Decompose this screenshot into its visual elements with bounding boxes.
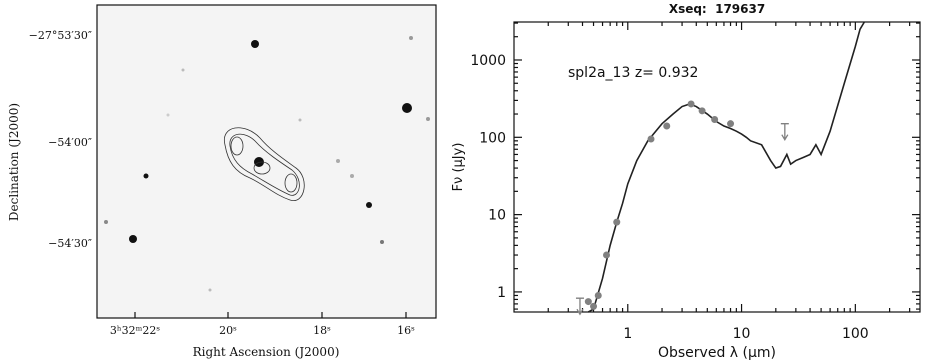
x-tick-label: 20ˢ	[219, 324, 237, 337]
upper-limit	[575, 297, 584, 316]
y-tick-label: 1	[497, 285, 506, 301]
sky-image	[96, 4, 437, 319]
x-tick-label: 16ˢ	[397, 324, 415, 337]
plot-frame	[513, 21, 921, 313]
x-axis-label: Observed λ (μm)	[658, 345, 776, 361]
y-tick-label: 100	[479, 130, 506, 146]
photometry-point	[698, 107, 706, 115]
photometry-point	[594, 291, 602, 299]
stars	[104, 36, 430, 292]
chart-title: Xseq: 179637	[669, 2, 765, 16]
photometry-point	[602, 251, 610, 259]
x-tick-label: 10	[733, 326, 751, 342]
model-line	[587, 21, 866, 313]
y-axis-label: Fν (μJy)	[451, 143, 466, 192]
x-tick-label: 1	[623, 326, 632, 342]
y-tick-label: −27°53′30″	[29, 29, 92, 42]
y-tick-label: 10	[488, 208, 506, 224]
photometry-point	[687, 100, 695, 108]
photometry-point	[647, 135, 655, 143]
y-tick-label: 1000	[470, 53, 506, 69]
photometry-point	[584, 298, 592, 306]
upper-limit	[780, 123, 789, 141]
y-tick-label: −54′30″	[48, 237, 92, 250]
x-tick-label: 3ʰ32ᵐ22ˢ	[110, 324, 160, 337]
photometry-point	[727, 120, 735, 128]
photometry-point	[663, 122, 671, 130]
annotation: spl2a_13 z= 0.932	[568, 65, 698, 81]
photometry-point	[590, 302, 598, 310]
x-tick-label: 18ˢ	[313, 324, 331, 337]
x-tick-label: 100	[842, 326, 869, 342]
y-tick-label: −54′00″	[48, 136, 92, 149]
photometry-point	[613, 218, 621, 226]
x-axis-label: Right Ascension (J2000)	[193, 345, 340, 359]
photometry-point	[711, 115, 719, 123]
contours	[223, 127, 305, 201]
y-axis-label: Declination (J2000)	[7, 103, 21, 221]
